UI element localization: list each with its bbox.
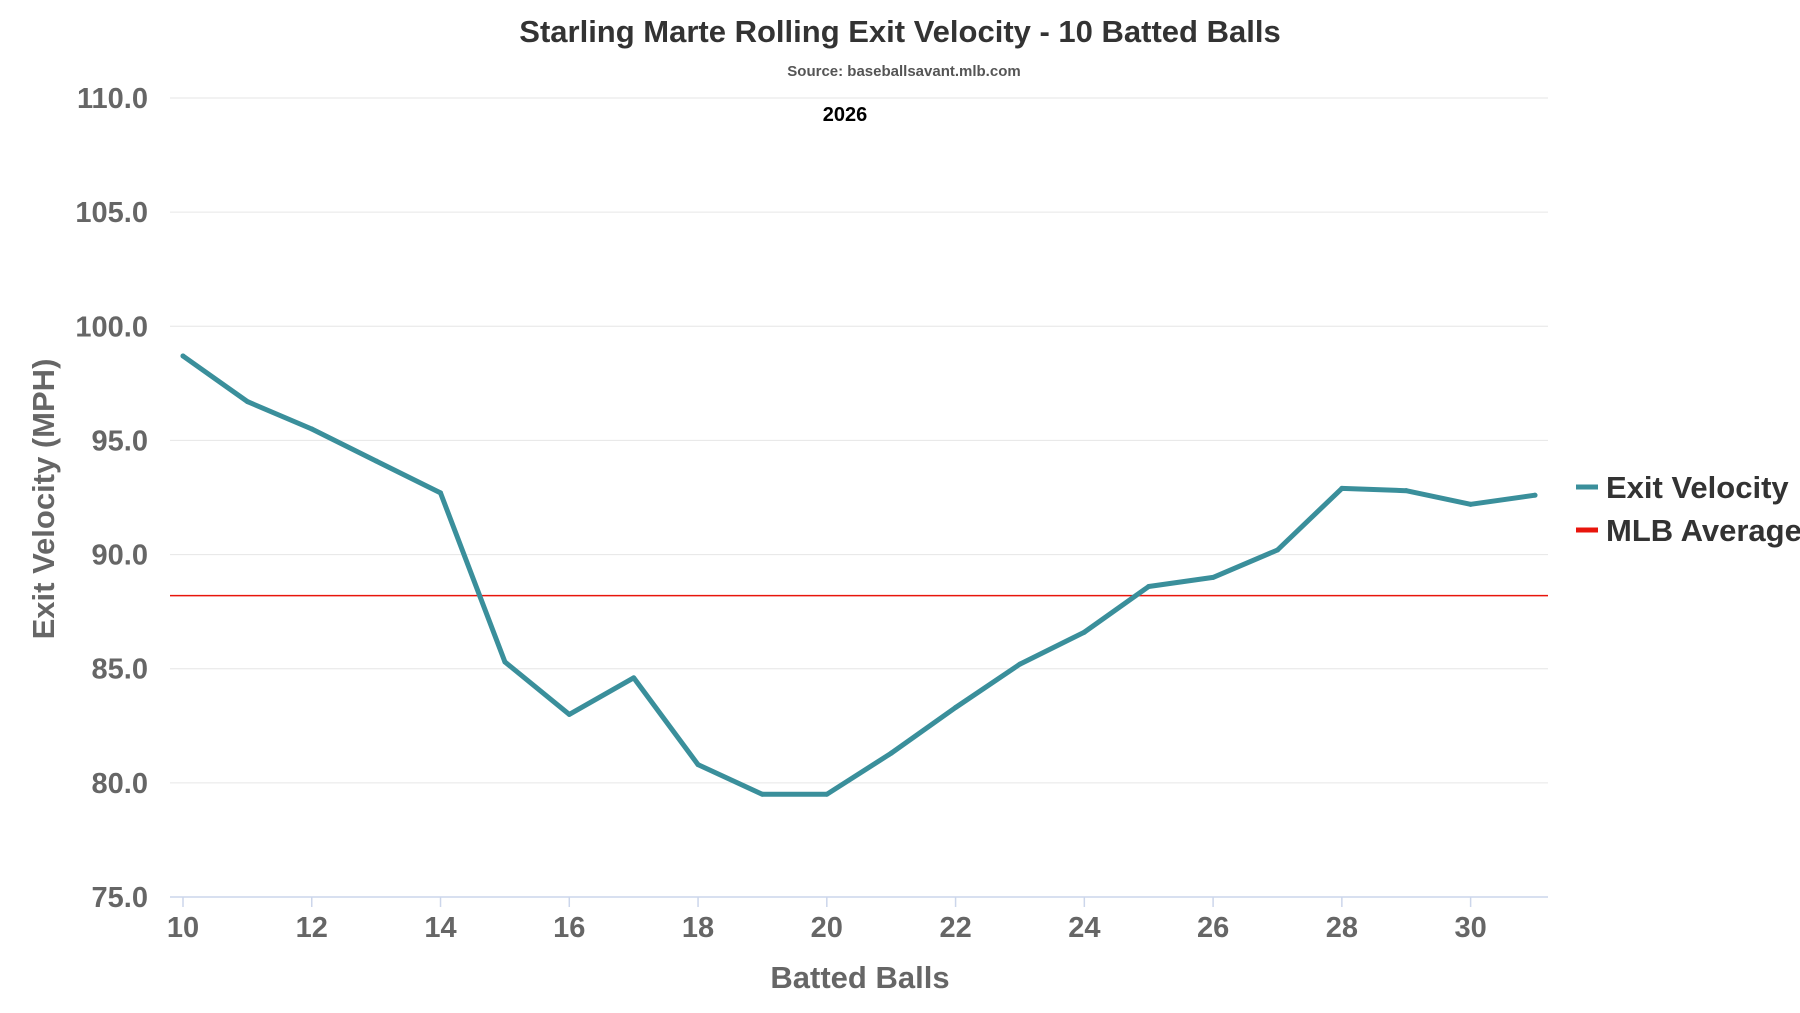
exit-velocity-line bbox=[180, 353, 1538, 797]
x-tick-label: 14 bbox=[424, 912, 456, 944]
exit-velocity-point[interactable] bbox=[1339, 485, 1345, 491]
season-label: 2026 bbox=[823, 104, 868, 126]
x-tick-label: 28 bbox=[1326, 912, 1358, 944]
chart-subtitle: Source: baseballsavant.mlb.com bbox=[787, 63, 1020, 80]
y-axis-title: Exit Velocity (MPH) bbox=[26, 359, 61, 640]
x-tick-label: 12 bbox=[296, 912, 328, 944]
exit-velocity-point[interactable] bbox=[1146, 584, 1152, 590]
x-tick-label: 30 bbox=[1454, 912, 1486, 944]
x-tick-label: 18 bbox=[682, 912, 714, 944]
x-tick-label: 20 bbox=[811, 912, 843, 944]
x-tick-label: 10 bbox=[167, 912, 199, 944]
exit-velocity-point[interactable] bbox=[1274, 547, 1280, 553]
exit-velocity-point[interactable] bbox=[1210, 574, 1216, 580]
gridlines bbox=[170, 97, 1548, 784]
exit-velocity-point[interactable] bbox=[309, 426, 315, 432]
exit-velocity-point[interactable] bbox=[1081, 629, 1087, 635]
y-tick-label: 75.0 bbox=[92, 882, 148, 914]
legend: Exit Velocity MLB Average bbox=[1576, 470, 1800, 548]
legend-item-exit-velocity[interactable]: Exit Velocity bbox=[1576, 470, 1789, 505]
exit-velocity-point[interactable] bbox=[244, 399, 250, 405]
exit-velocity-point[interactable] bbox=[953, 705, 959, 711]
x-axis-title: Batted Balls bbox=[770, 960, 949, 995]
exit-velocity-point[interactable] bbox=[1468, 501, 1474, 507]
x-tick-label: 26 bbox=[1197, 912, 1229, 944]
x-tick-label: 22 bbox=[939, 912, 971, 944]
exit-velocity-point[interactable] bbox=[1403, 488, 1409, 494]
exit-velocity-point[interactable] bbox=[824, 791, 830, 797]
exit-velocity-point[interactable] bbox=[695, 762, 701, 768]
exit-velocity-point[interactable] bbox=[180, 353, 186, 359]
y-tick-label: 110.0 bbox=[77, 83, 148, 115]
exit-velocity-point[interactable] bbox=[1017, 661, 1023, 667]
exit-velocity-point[interactable] bbox=[631, 675, 637, 681]
exit-velocity-point[interactable] bbox=[373, 458, 379, 464]
exit-velocity-point[interactable] bbox=[888, 750, 894, 756]
exit-velocity-point[interactable] bbox=[759, 791, 765, 797]
y-tick-label: 105.0 bbox=[75, 197, 148, 229]
exit-velocity-point[interactable] bbox=[566, 711, 572, 717]
y-axis-ticks: 75.0 80.0 85.0 90.0 95.0 100.0 105.0 110.0 bbox=[75, 83, 148, 914]
x-axis-ticks: 10 12 14 16 18 20 22 24 26 28 30 bbox=[167, 897, 1487, 944]
chart-title: Starling Marte Rolling Exit Velocity - 1… bbox=[519, 14, 1280, 49]
y-tick-label: 100.0 bbox=[75, 311, 148, 343]
legend-label-exit-velocity: Exit Velocity bbox=[1606, 470, 1789, 505]
y-tick-label: 95.0 bbox=[92, 425, 148, 457]
y-tick-label: 85.0 bbox=[92, 654, 148, 686]
x-tick-label: 24 bbox=[1068, 912, 1100, 944]
exit-velocity-point[interactable] bbox=[1532, 492, 1538, 498]
y-tick-label: 80.0 bbox=[92, 768, 148, 800]
exit-velocity-point[interactable] bbox=[438, 490, 444, 496]
legend-label-mlb-average: MLB Average bbox=[1606, 513, 1800, 548]
plot-area bbox=[170, 353, 1548, 797]
legend-item-mlb-average[interactable]: MLB Average bbox=[1576, 513, 1800, 548]
exit-velocity-point[interactable] bbox=[502, 659, 508, 665]
x-tick-label: 16 bbox=[553, 912, 585, 944]
y-tick-label: 90.0 bbox=[92, 540, 148, 572]
